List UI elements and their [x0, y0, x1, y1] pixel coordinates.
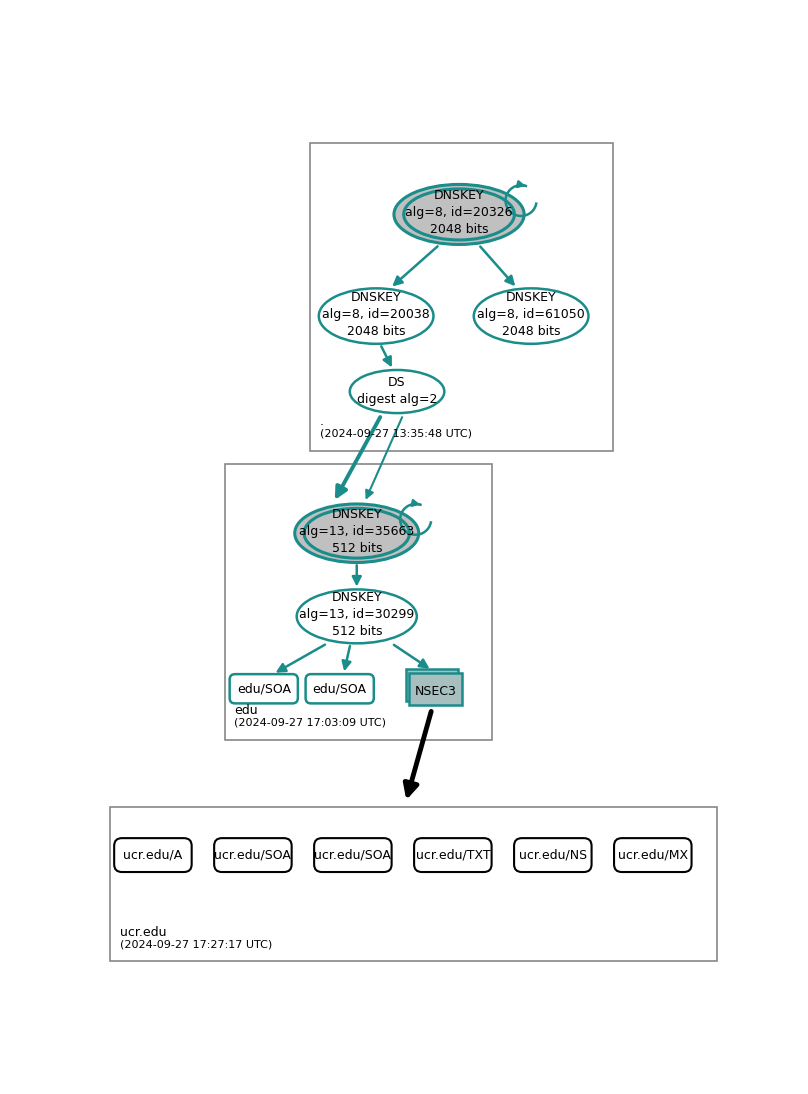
Ellipse shape: [394, 185, 524, 244]
FancyBboxPatch shape: [114, 838, 191, 872]
Text: ucr.edu/NS: ucr.edu/NS: [519, 849, 587, 862]
Text: DNSKEY
alg=8, id=61050
2048 bits: DNSKEY alg=8, id=61050 2048 bits: [478, 291, 585, 338]
Text: ucr.edu: ucr.edu: [120, 926, 166, 939]
Ellipse shape: [473, 289, 588, 344]
Text: ucr.edu/SOA: ucr.edu/SOA: [214, 849, 292, 862]
Text: NSEC3: NSEC3: [415, 685, 457, 698]
Ellipse shape: [404, 189, 515, 240]
Text: (2024-09-27 13:35:48 UTC): (2024-09-27 13:35:48 UTC): [319, 429, 472, 439]
Text: DNSKEY
alg=13, id=30299
512 bits: DNSKEY alg=13, id=30299 512 bits: [299, 592, 415, 638]
Text: DS
digest alg=2: DS digest alg=2: [357, 375, 437, 406]
FancyBboxPatch shape: [305, 674, 374, 703]
FancyBboxPatch shape: [514, 838, 591, 872]
Ellipse shape: [319, 289, 433, 344]
Text: .: .: [319, 415, 323, 428]
FancyBboxPatch shape: [614, 838, 692, 872]
Text: DNSKEY
alg=8, id=20326
2048 bits: DNSKEY alg=8, id=20326 2048 bits: [406, 189, 513, 236]
Text: ucr.edu/SOA: ucr.edu/SOA: [314, 849, 391, 862]
Text: ucr.edu/MX: ucr.edu/MX: [618, 849, 688, 862]
FancyBboxPatch shape: [214, 838, 292, 872]
Text: (2024-09-27 17:03:09 UTC): (2024-09-27 17:03:09 UTC): [234, 718, 386, 728]
Text: DNSKEY
alg=13, id=35663
512 bits: DNSKEY alg=13, id=35663 512 bits: [299, 509, 415, 555]
Bar: [111, 807, 718, 962]
Bar: [406, 668, 458, 701]
Bar: [310, 143, 612, 451]
Ellipse shape: [295, 504, 419, 562]
Text: DNSKEY
alg=8, id=20038
2048 bits: DNSKEY alg=8, id=20038 2048 bits: [322, 291, 430, 338]
Text: edu/SOA: edu/SOA: [313, 683, 367, 696]
Text: ucr.edu/TXT: ucr.edu/TXT: [415, 849, 490, 862]
Bar: [410, 673, 462, 705]
FancyBboxPatch shape: [314, 838, 392, 872]
Ellipse shape: [350, 370, 444, 414]
Bar: [225, 464, 492, 740]
Text: (2024-09-27 17:27:17 UTC): (2024-09-27 17:27:17 UTC): [120, 940, 271, 950]
Text: ucr.edu/A: ucr.edu/A: [124, 849, 183, 862]
FancyBboxPatch shape: [415, 838, 491, 872]
Ellipse shape: [297, 590, 417, 643]
FancyBboxPatch shape: [229, 674, 298, 703]
Text: edu: edu: [234, 703, 258, 717]
Text: edu/SOA: edu/SOA: [237, 683, 291, 696]
Ellipse shape: [304, 509, 410, 558]
